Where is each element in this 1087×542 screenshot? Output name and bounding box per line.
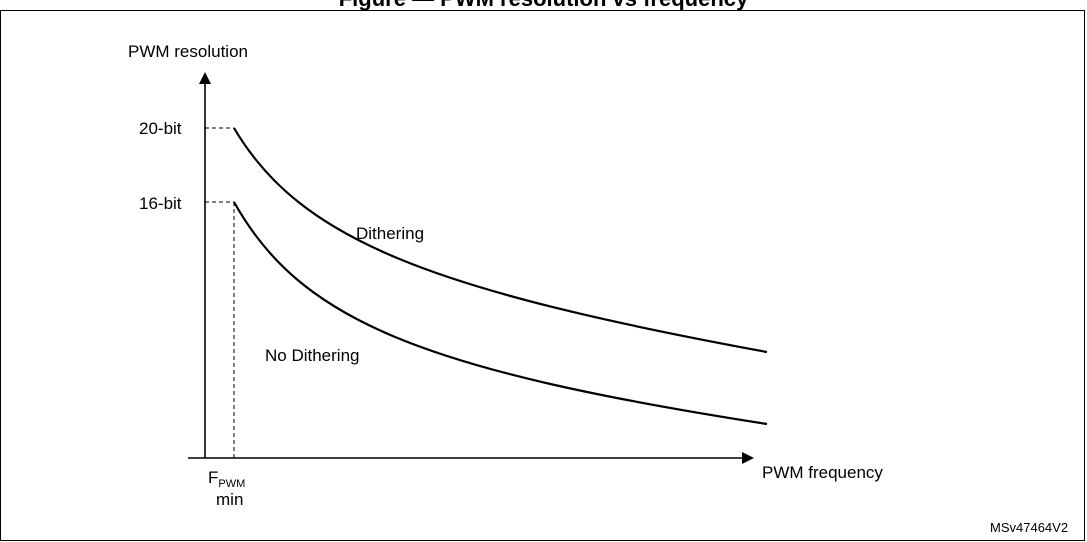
series-line-no-dithering [233,201,768,426]
y-tick-16bit: 16-bit [139,194,182,213]
figure-caption-strip: Figure — PWM resolution vs frequency [0,0,1087,12]
y-axis-label: PWM resolution [128,42,248,61]
x-tick-fpwm: FPWM [208,468,245,490]
y-tick-20bit: 20-bit [139,119,182,138]
series-label-no-dithering: No Dithering [265,346,360,365]
figure-frame [0,10,1085,541]
figure-reference-mark: MSv47464V2 [990,520,1068,535]
x-tick-subscript: PWM [218,478,245,490]
x-axis-label: PWM frequency [762,463,883,482]
series-label-dithering: Dithering [356,224,424,243]
series-line-dithering [233,127,768,354]
x-tick-f: F [208,468,218,487]
x-tick-min: min [216,490,243,509]
figure-caption: Figure — PWM resolution vs frequency [0,0,1087,12]
